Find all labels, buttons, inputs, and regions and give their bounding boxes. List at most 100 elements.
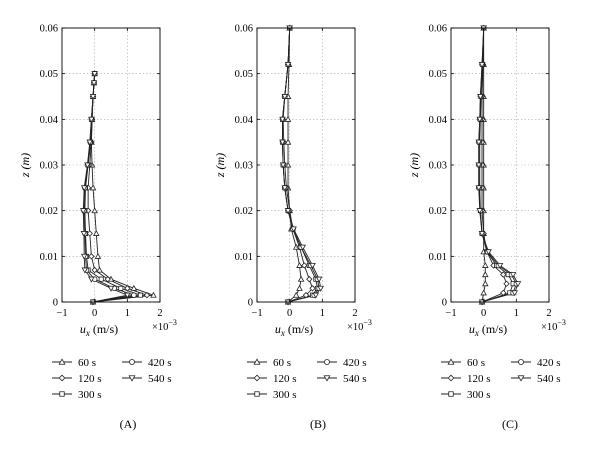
data-point: [80, 185, 88, 192]
legend-label: 540 s: [537, 373, 561, 385]
data-point: [315, 276, 323, 283]
data-point: [480, 289, 487, 296]
data-point: [279, 162, 287, 169]
x-axis-multiplier: ×10−3: [152, 318, 177, 333]
data-point: [81, 267, 89, 274]
data-point: [93, 230, 100, 236]
legend-label: 420 s: [148, 357, 172, 369]
data-point: [485, 249, 492, 256]
panel-label: (B): [310, 417, 326, 431]
data-point: [476, 208, 484, 215]
y-tick-label: 0.05: [40, 69, 58, 80]
legend-label: 120 s: [467, 373, 491, 385]
legend-label: 420 s: [343, 357, 367, 369]
legend-marker: [324, 359, 330, 365]
data-point: [482, 280, 489, 287]
legend-marker: [254, 391, 260, 397]
legend-label: 540 s: [148, 373, 172, 385]
data-point: [312, 292, 320, 299]
data-point: [91, 207, 98, 214]
legend-marker: [323, 375, 331, 382]
data-point: [284, 138, 292, 145]
data-point: [88, 276, 95, 283]
data-point: [150, 291, 157, 298]
legend-label: 300 s: [273, 389, 297, 401]
x-axis-label: ux (m/s): [275, 322, 313, 338]
x-axis-multiplier: ×10−3: [347, 318, 372, 333]
data-point: [80, 231, 88, 237]
legend-marker: [447, 358, 455, 365]
data-point: [94, 252, 102, 259]
data-point: [281, 185, 289, 192]
legend-marker: [58, 358, 66, 365]
data-point: [131, 292, 137, 298]
y-tick-label: 0.03: [235, 161, 253, 172]
data-point: [514, 281, 522, 288]
data-point: [478, 62, 486, 68]
data-point: [124, 292, 131, 299]
data-point: [137, 292, 143, 298]
data-point: [475, 185, 483, 192]
data-point: [500, 271, 507, 278]
data-point: [309, 262, 316, 269]
series-line-120s: [87, 73, 148, 303]
legend-marker: [58, 374, 66, 382]
data-point: [482, 262, 489, 268]
panel-label: (A): [120, 417, 137, 431]
x-tick-label: 0: [92, 308, 97, 319]
x-tick-label: 1: [514, 308, 519, 319]
legend-marker: [253, 374, 261, 382]
y-tick-label: 0.02: [40, 206, 58, 217]
legend-marker: [129, 359, 135, 365]
legend-marker: [448, 391, 454, 397]
data-point: [500, 289, 507, 297]
x-tick-label: 1: [320, 308, 325, 319]
y-tick-label: 0.03: [429, 161, 447, 172]
legend-marker: [518, 359, 524, 365]
y-tick-label: 0.06: [429, 24, 447, 35]
data-point: [496, 262, 504, 269]
data-point: [143, 291, 151, 299]
y-tick-label: 0.04: [429, 115, 448, 126]
legend-label: 540 s: [343, 373, 367, 385]
legend-label: 120 s: [78, 373, 102, 385]
data-point: [96, 266, 103, 273]
y-axis-label: z (m): [407, 153, 421, 178]
data-point: [98, 276, 104, 282]
data-point: [482, 271, 489, 278]
data-point: [296, 284, 303, 291]
legend-label: 60 s: [467, 357, 485, 369]
x-tick-label: 1: [125, 308, 130, 319]
y-tick-label: 0.02: [235, 206, 253, 217]
y-axis-label: z (m): [18, 153, 32, 178]
data-point: [478, 231, 486, 237]
x-tick-label: −1: [56, 308, 67, 319]
x-tick-label: −1: [445, 308, 456, 319]
panel-label: (C): [502, 417, 518, 431]
y-tick-label: 0.01: [40, 252, 58, 263]
data-point: [292, 291, 300, 298]
data-point: [475, 162, 483, 169]
data-point: [84, 162, 91, 169]
y-tick-label: 0.05: [235, 69, 253, 80]
data-point: [104, 276, 111, 283]
data-point: [91, 71, 98, 78]
legend-label: 300 s: [467, 389, 491, 401]
legend-label: 60 s: [78, 357, 96, 369]
data-point: [284, 208, 292, 215]
x-tick-label: 2: [157, 308, 162, 319]
y-tick-label: 0: [53, 298, 58, 309]
data-point: [309, 285, 316, 292]
legend-marker: [128, 375, 136, 382]
data-point: [306, 276, 313, 283]
data-point: [296, 262, 303, 268]
data-point: [90, 80, 98, 87]
data-point: [284, 62, 292, 68]
x-tick-label: −1: [251, 308, 262, 319]
legend-label: 120 s: [273, 373, 297, 385]
data-point: [302, 291, 310, 299]
y-tick-label: 0.05: [429, 69, 447, 80]
